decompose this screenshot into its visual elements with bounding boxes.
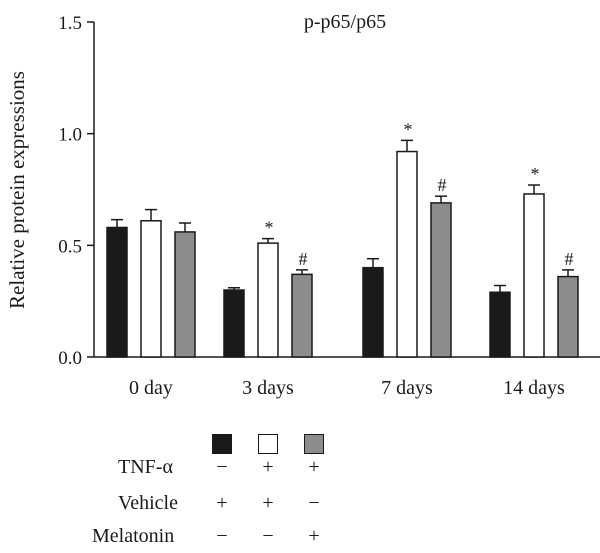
bar	[174, 231, 196, 358]
condition-mark: +	[308, 525, 320, 547]
x-tick-label: 0 day	[129, 377, 173, 399]
condition-label-melatonin: Melatonin	[92, 525, 175, 547]
bar	[291, 273, 313, 358]
y-axis-label: Relative protein expressions	[5, 71, 29, 309]
legend-swatch-1	[212, 434, 232, 454]
bar	[489, 291, 511, 358]
x-tick-label: 14 days	[503, 377, 565, 399]
condition-mark: +	[216, 492, 228, 514]
significance-label: *	[404, 119, 413, 139]
bar	[557, 275, 579, 358]
bar	[430, 202, 452, 358]
significance-label: #	[438, 175, 447, 195]
condition-label-vehicle: Vehicle	[118, 492, 178, 514]
y-tick-label: 1.0	[58, 125, 82, 146]
significance-label: *	[531, 164, 540, 184]
significance-label: #	[299, 249, 308, 269]
bars: * # * # * #	[106, 119, 579, 358]
significance-label: #	[565, 249, 574, 269]
x-tick-label: 7 days	[381, 377, 433, 399]
condition-mark: +	[262, 456, 274, 478]
legend-swatch-2	[258, 434, 278, 454]
significance-label: *	[265, 218, 274, 238]
bar	[396, 150, 418, 358]
y-tick-label: 0.0	[58, 348, 82, 369]
condition-mark: −	[308, 492, 320, 514]
bar	[362, 266, 384, 358]
legend-swatch-3	[304, 434, 324, 454]
bar	[523, 193, 545, 358]
bar	[257, 242, 279, 358]
condition-mark: +	[262, 492, 274, 514]
condition-mark: −	[216, 525, 228, 547]
y-tick-label: 1.5	[58, 13, 82, 34]
condition-mark: +	[308, 456, 320, 478]
chart-title: p-p65/p65	[304, 11, 386, 33]
bar	[140, 220, 162, 358]
condition-label-tnf: TNF-α	[118, 456, 173, 478]
bar	[223, 289, 245, 358]
axes: 0.0 0.5 1.0 1.5 0 day 3 days 7 days 14 days	[58, 13, 600, 399]
condition-mark: −	[216, 456, 228, 478]
x-tick-label: 3 days	[242, 377, 294, 399]
y-tick-label: 0.5	[58, 236, 82, 257]
condition-mark: −	[262, 525, 274, 547]
bar	[106, 226, 128, 358]
